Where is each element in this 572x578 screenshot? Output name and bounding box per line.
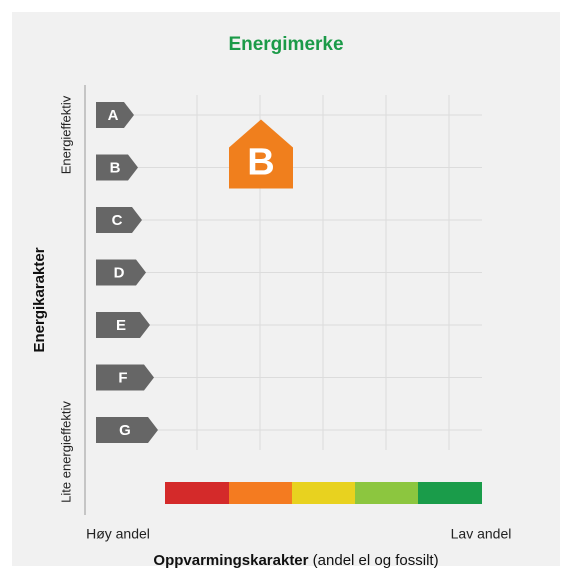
grade-arrow bbox=[96, 312, 150, 338]
grade-label: G bbox=[119, 422, 131, 439]
color-scale bbox=[165, 482, 482, 504]
y-axis-label: Energikarakter bbox=[31, 247, 48, 352]
y-top-label: Energieffektiv bbox=[58, 95, 73, 174]
grade-arrow bbox=[96, 259, 146, 286]
rating-marker bbox=[229, 119, 293, 189]
grade-label: C bbox=[112, 212, 123, 229]
grade-label: B bbox=[110, 159, 121, 176]
x-axis-label: Oppvarmingskarakter (andel el og fossilt… bbox=[153, 552, 438, 569]
y-bottom-label: Lite energieffektiv bbox=[58, 401, 73, 503]
grade-label: E bbox=[116, 317, 126, 334]
grade-arrow bbox=[96, 364, 154, 391]
grade-arrow bbox=[96, 207, 142, 233]
x-right-label: Lav andel bbox=[451, 526, 512, 542]
x-axis-title: Oppvarmingskarakter bbox=[153, 552, 308, 569]
x-left-label: Høy andel bbox=[86, 526, 150, 542]
x-axis-note: (andel el og fossilt) bbox=[313, 552, 439, 569]
grade-arrow bbox=[96, 417, 158, 443]
grade-label: A bbox=[108, 107, 119, 124]
scale-segment bbox=[418, 482, 482, 504]
grade-label: D bbox=[114, 264, 125, 281]
grid bbox=[100, 95, 482, 450]
grade-label: F bbox=[118, 369, 127, 386]
grade-arrow bbox=[96, 102, 134, 128]
title: Energimerke bbox=[228, 34, 343, 55]
scale-segment bbox=[355, 482, 418, 504]
grade-arrow bbox=[96, 154, 138, 181]
rating-label: B bbox=[247, 142, 274, 184]
scale-segment bbox=[229, 482, 292, 504]
scale-segment bbox=[165, 482, 229, 504]
scale-segment bbox=[292, 482, 355, 504]
